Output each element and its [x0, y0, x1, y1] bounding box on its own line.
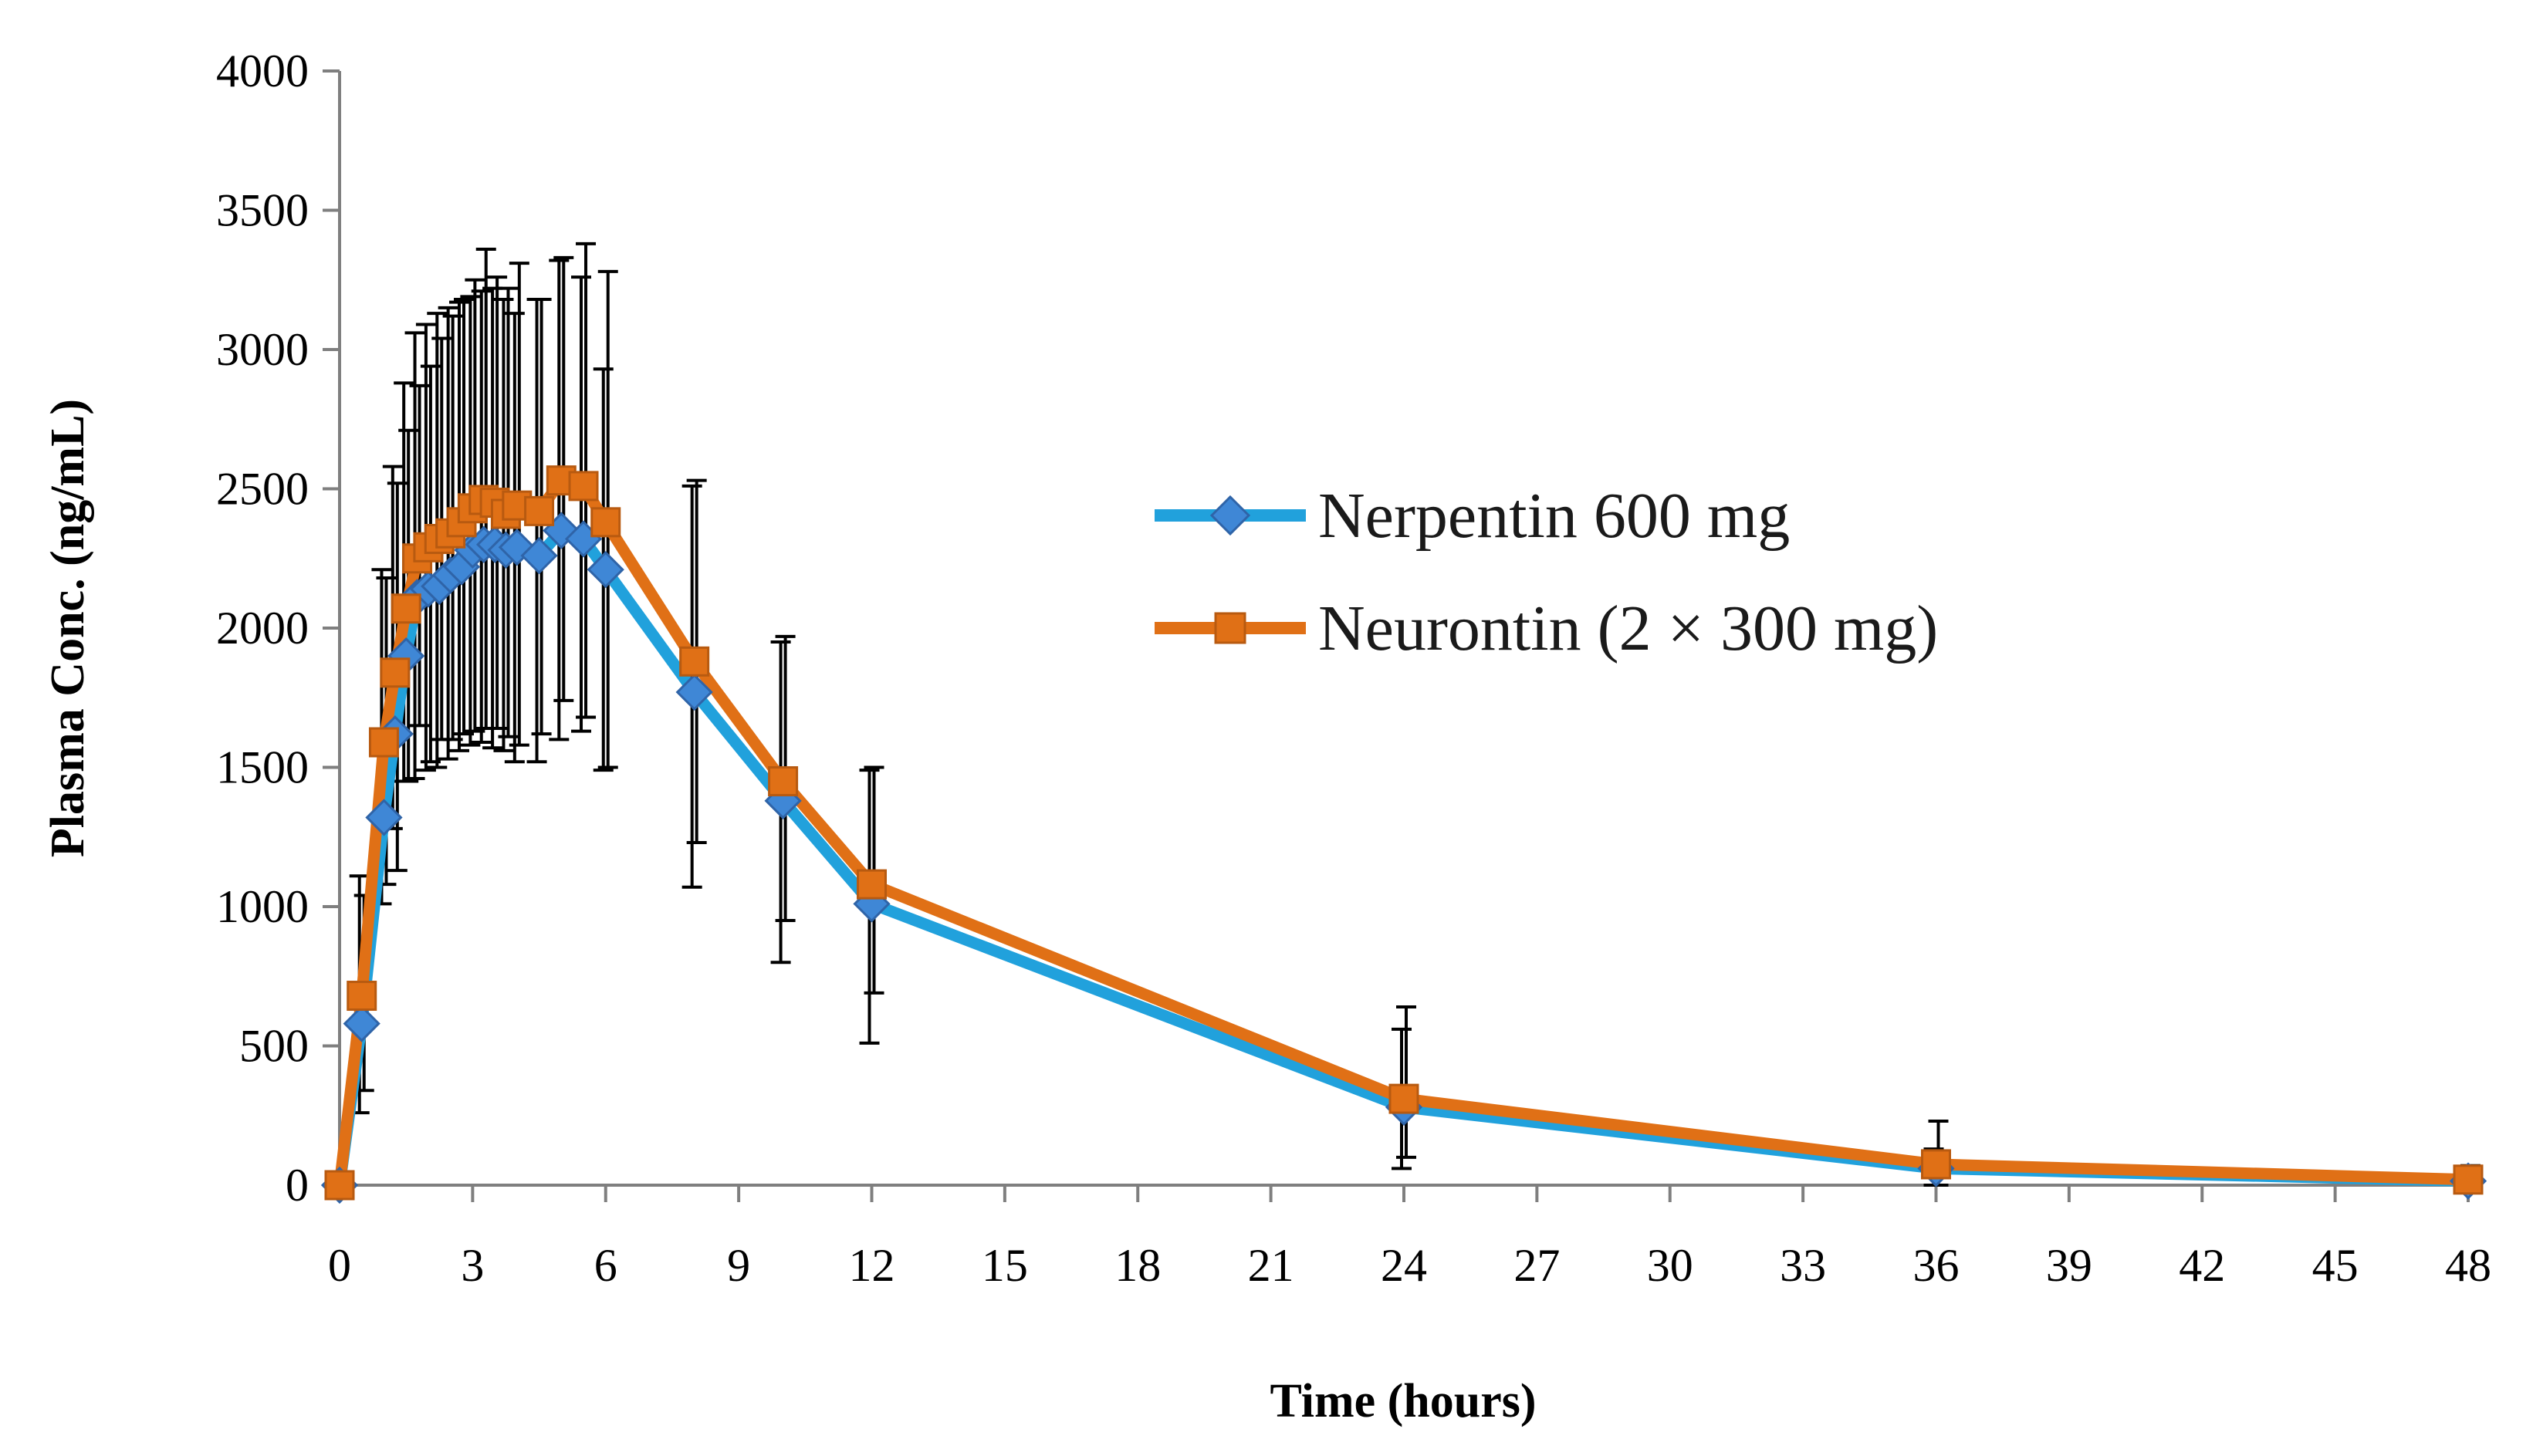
y-axis-title: Plasma Conc. (ng/mL) — [42, 399, 94, 857]
x-tick-label: 0 — [328, 1240, 351, 1291]
marker-neurontin — [2453, 1164, 2484, 1195]
x-tick-label: 9 — [727, 1240, 750, 1291]
x-tick-label: 33 — [1780, 1240, 1826, 1291]
x-ticks: 0 3 6 9 12 15 18 21 24 27 30 33 36 39 42 45 48 — [328, 1185, 2491, 1291]
marker-neurontin — [679, 646, 710, 677]
marker-neurontin — [391, 593, 421, 624]
marker-neurontin — [380, 657, 411, 688]
y-tick-label: 2000 — [216, 603, 309, 654]
error-bar — [549, 258, 570, 742]
legend-label-neurontin: Neurontin (2 × 300 mg) — [1318, 593, 1938, 664]
marker-neurontin — [590, 507, 621, 538]
series-line-neurontin — [333, 475, 2474, 1191]
marker-neurontin — [524, 495, 555, 526]
x-tick-label: 27 — [1513, 1240, 1560, 1291]
x-tick-label: 12 — [849, 1240, 895, 1291]
marker-neurontin — [347, 981, 377, 1012]
marker-neurontin — [324, 1170, 355, 1201]
error-bar — [571, 275, 592, 733]
x-tick-label: 21 — [1248, 1240, 1294, 1291]
y-tick-label: 500 — [239, 1021, 309, 1072]
x-tick-label: 18 — [1114, 1240, 1161, 1291]
x-tick-label: 6 — [594, 1240, 617, 1291]
data-markers — [320, 465, 2487, 1204]
marker-nerpentin — [520, 537, 558, 575]
marker-neurontin — [857, 869, 887, 900]
legend: Nerpentin 600 mg Neurontin (2 × 300 mg) — [1155, 480, 1938, 664]
marker-nerpentin — [365, 799, 403, 836]
y-tick-label: 4000 — [216, 46, 309, 96]
x-tick-label: 24 — [1381, 1240, 1427, 1291]
error-bars — [349, 242, 2481, 1187]
y-tick-label: 2500 — [216, 464, 309, 515]
legend-label-nerpentin: Nerpentin 600 mg — [1318, 480, 1790, 552]
x-tick-label: 45 — [2312, 1240, 2359, 1291]
x-tick-label: 15 — [982, 1240, 1028, 1291]
error-bar — [1396, 1005, 1416, 1159]
y-tick-label: 1000 — [216, 881, 309, 932]
y-tick-label: 1500 — [216, 742, 309, 793]
marker-nerpentin — [675, 673, 713, 711]
marker-neurontin — [768, 766, 799, 797]
x-tick-label: 3 — [461, 1240, 484, 1291]
marker-neurontin — [1388, 1083, 1419, 1114]
legend-marker-diamond — [1209, 495, 1251, 536]
marker-nerpentin — [343, 1005, 380, 1042]
marker-nerpentin — [587, 551, 624, 589]
x-tick-label: 30 — [1647, 1240, 1693, 1291]
y-tick-label: 0 — [286, 1160, 309, 1211]
marker-neurontin — [568, 471, 599, 502]
y-tick-label: 3000 — [216, 324, 309, 375]
x-tick-label: 36 — [1913, 1240, 1960, 1291]
y-tick-label: 3500 — [216, 185, 309, 236]
series-lines — [333, 475, 2474, 1191]
marker-neurontin — [368, 727, 399, 758]
x-tick-label: 48 — [2445, 1240, 2491, 1291]
x-axis-title: Time (hours) — [1270, 1375, 1536, 1427]
x-tick-label: 42 — [2179, 1240, 2225, 1291]
y-ticks: 0 500 1000 1500 2000 2500 3000 3500 4000 — [216, 46, 340, 1211]
marker-neurontin — [1921, 1149, 1951, 1180]
legend-marker-square — [1214, 612, 1246, 644]
x-tick-label: 39 — [2046, 1240, 2092, 1291]
